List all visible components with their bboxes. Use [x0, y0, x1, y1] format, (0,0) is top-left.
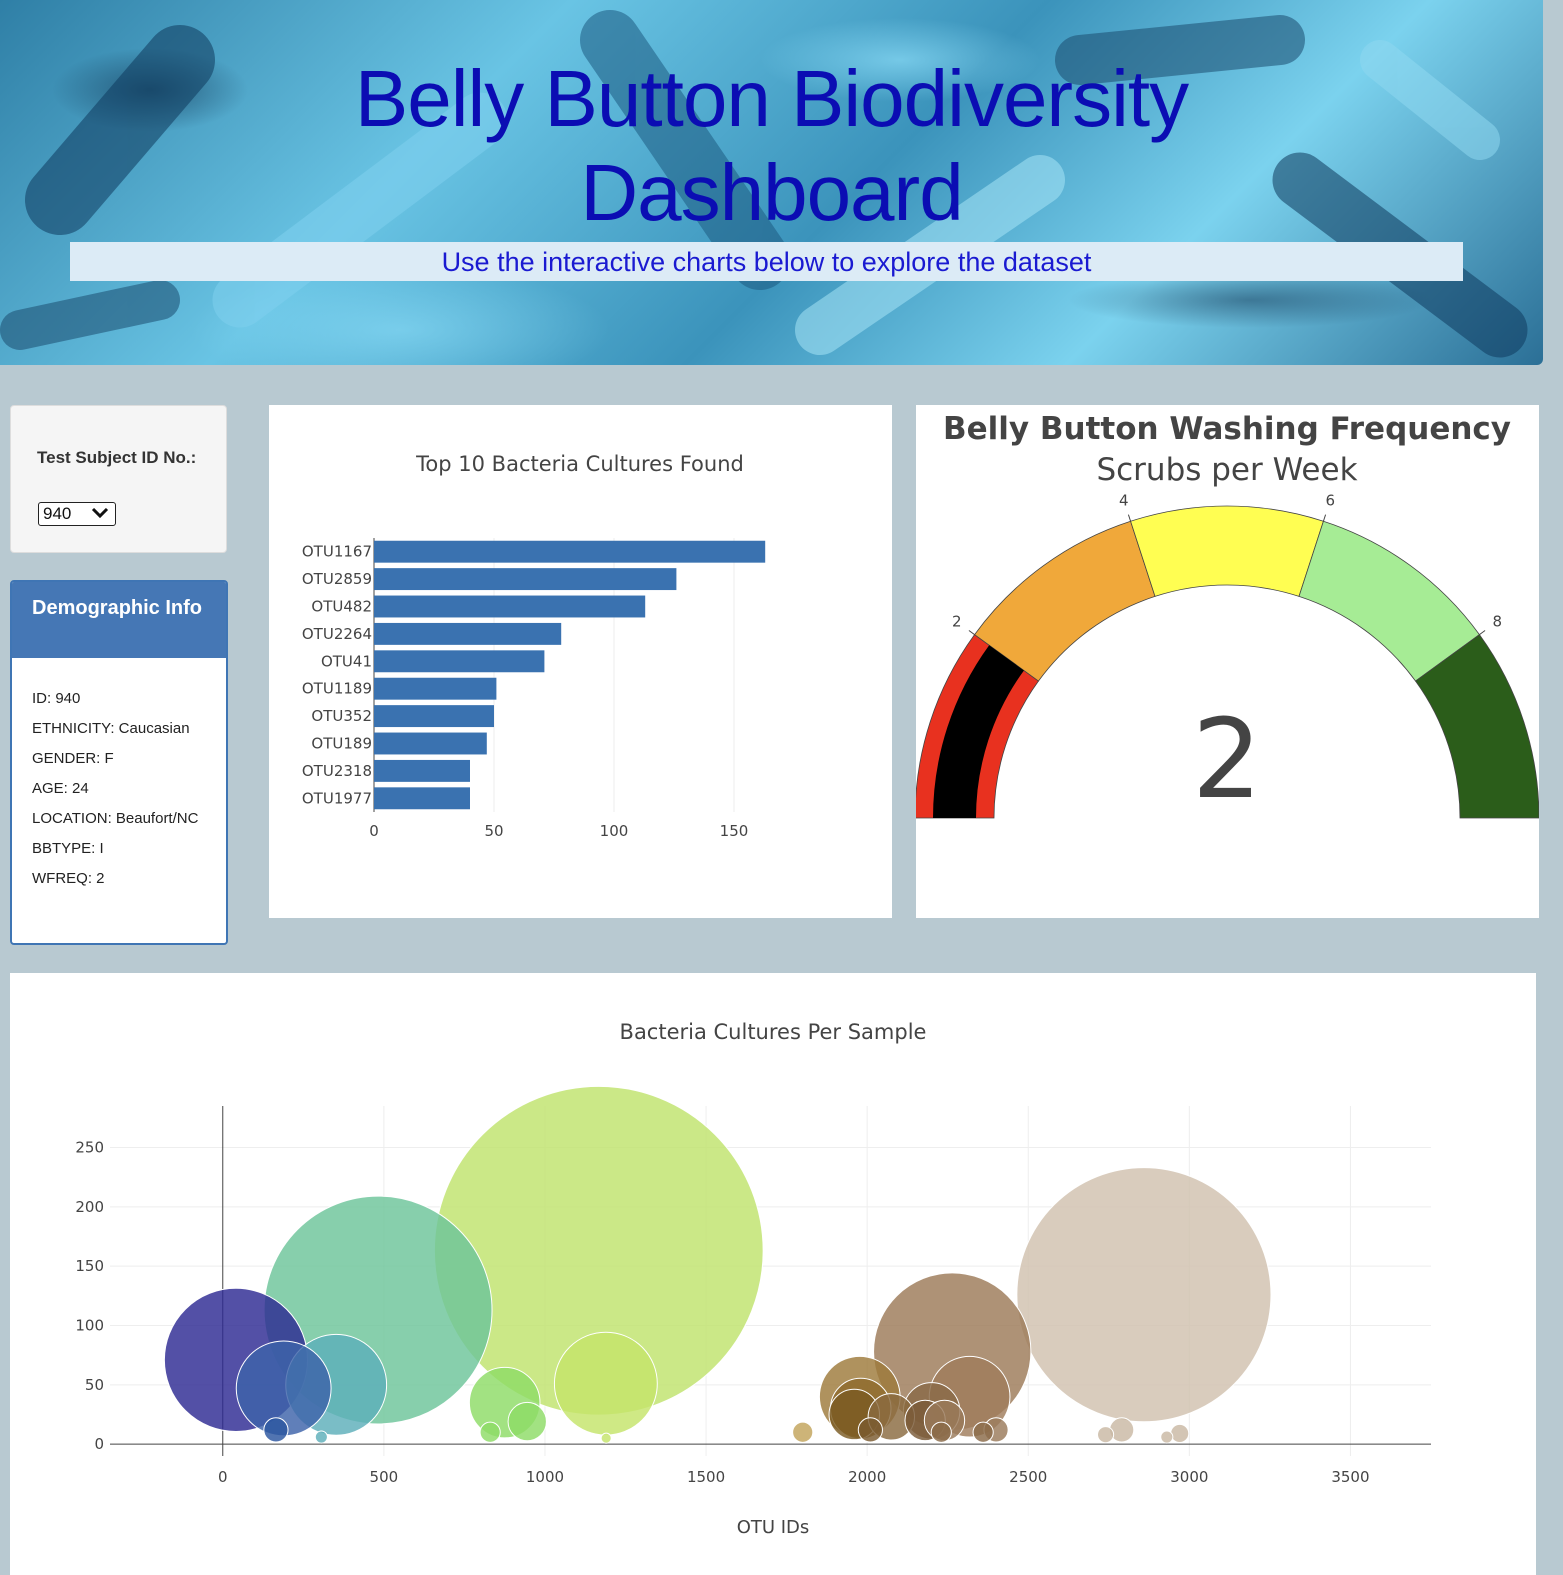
bar-OTU41[interactable]: [374, 650, 545, 673]
bubble-otu-2230[interactable]: [930, 1421, 952, 1443]
bubble-otu-1190[interactable]: [600, 1432, 612, 1444]
bubble-y-tick-label: 200: [75, 1198, 104, 1216]
bubble-y-tick-label: 0: [94, 1435, 104, 1453]
demographic-row-age: AGE: 24: [32, 780, 89, 797]
bar-category-label: OTU482: [311, 598, 372, 616]
bubble-otu-945[interactable]: [507, 1401, 547, 1442]
bubble-otu-1189[interactable]: [553, 1331, 658, 1436]
bar-OTU1167[interactable]: [374, 540, 766, 563]
gauge-tick-label: 4: [1119, 491, 1129, 509]
demographic-info-panel: Demographic Info ID: 940 ETHNICITY: Cauc…: [10, 580, 228, 945]
bubble-otu-1800[interactable]: [792, 1421, 814, 1443]
subject-id-select[interactable]: 940: [38, 502, 116, 526]
demographic-row-gender: GENDER: F: [32, 750, 114, 767]
bubble-y-tick-label: 50: [85, 1376, 104, 1394]
wash-frequency-gauge: Belly Button Washing Frequency Scrubs per…: [916, 411, 1539, 823]
bubble-x-tick-label: 500: [370, 1468, 399, 1486]
gauge-tick-label: 8: [1492, 613, 1502, 631]
subject-id-selected-value: 940: [43, 504, 72, 523]
bar-OTU352[interactable]: [374, 705, 494, 728]
top10-bar-chart: Top 10 Bacteria Cultures Found 0 50 100 150 O…: [302, 452, 766, 840]
subject-selector-panel: Test Subject ID No.: 940: [10, 405, 227, 553]
header-banner: Belly Button Biodiversity Dashboard Use …: [0, 0, 1543, 365]
bubble-otu-2859[interactable]: [1016, 1167, 1272, 1423]
demographic-row-id: ID: 940: [32, 690, 81, 707]
demographic-info-title: Demographic Info: [12, 582, 226, 658]
page-title-line-1: Belly Button Biodiversity: [354, 54, 1189, 143]
bubble-x-tick-label: 1000: [526, 1468, 564, 1486]
bubble-x-tick-label: 1500: [687, 1468, 725, 1486]
demographic-row-bbtype: BBTYPE: I: [32, 840, 104, 857]
gauge-tick: [1127, 514, 1132, 522]
bubble-otu-2740[interactable]: [1097, 1426, 1115, 1444]
bubble-chart-title: Bacteria Cultures Per Sample: [620, 1020, 927, 1044]
page-subtitle: Use the interactive charts below to expl…: [70, 242, 1463, 281]
gauge-tick-label: 6: [1325, 491, 1335, 509]
bar-category-label: OTU352: [311, 707, 372, 725]
bar-x-tick-label: 50: [484, 822, 503, 840]
gauge-band-4: [1414, 634, 1539, 819]
bar-category-label: OTU1189: [302, 680, 372, 698]
bubble-x-tick-label: 0: [218, 1468, 228, 1486]
bubble-otu-2010[interactable]: [857, 1417, 883, 1443]
bar-category-label: OTU1167: [302, 543, 372, 561]
bar-x-tick-label: 100: [600, 822, 629, 840]
gauge-tick: [968, 630, 975, 636]
bubble-chart-card: Bacteria Cultures Per Sample 0 500 1000 1500…: [10, 973, 1536, 1575]
bubble-otu-2360[interactable]: [972, 1421, 994, 1443]
bubble-otu-165[interactable]: [263, 1417, 289, 1443]
bar-OTU1189[interactable]: [374, 677, 497, 700]
bar-x-tick-label: 150: [720, 822, 749, 840]
bar-OTU189[interactable]: [374, 732, 487, 755]
chevron-down-icon: [91, 507, 109, 519]
bar-x-tick-label: 0: [369, 822, 379, 840]
bar-OTU2264[interactable]: [374, 622, 562, 645]
bubble-x-axis-label: OTU IDs: [737, 1517, 810, 1538]
gauge-value-number: 2: [1192, 695, 1262, 823]
wash-frequency-gauge-card: Belly Button Washing Frequency Scrubs per…: [916, 405, 1539, 918]
subject-selector-label: Test Subject ID No.:: [37, 448, 197, 467]
bar-category-label: OTU2859: [302, 570, 372, 588]
gauge-subtitle: Scrubs per Week: [1096, 452, 1357, 488]
bubble-otu-830[interactable]: [479, 1421, 501, 1443]
bubble-otu-2930[interactable]: [1160, 1430, 1174, 1444]
bar-OTU1977[interactable]: [374, 787, 470, 810]
bubble-x-tick-label: 3500: [1331, 1468, 1369, 1486]
bubble-x-tick-label: 2000: [848, 1468, 886, 1486]
bar-category-label: OTU1977: [302, 789, 372, 807]
demographic-row-ethnicity: ETHNICITY: Caucasian: [32, 720, 190, 737]
bar-category-label: OTU189: [311, 735, 372, 753]
bubble-y-tick-label: 150: [75, 1257, 104, 1275]
page-title-line-2: Dashboard: [580, 148, 963, 237]
demographic-row-wfreq: WFREQ: 2: [32, 870, 105, 887]
page-title: Belly Button Biodiversity Dashboard: [0, 52, 1543, 240]
bar-OTU2859[interactable]: [374, 568, 677, 591]
bar-category-label: OTU2318: [302, 762, 372, 780]
top10-bar-chart-card: Top 10 Bacteria Cultures Found 0 50 100 150 O…: [269, 405, 892, 918]
demographic-row-location: LOCATION: Beaufort/NC: [32, 810, 199, 827]
gauge-tick: [1479, 630, 1486, 636]
gauge-tick: [1322, 514, 1327, 522]
gauge-value-bar: [933, 645, 1024, 818]
bar-category-label: OTU2264: [302, 625, 372, 643]
bubble-y-tick-label: 250: [75, 1139, 104, 1157]
bubble-otu-2970[interactable]: [1170, 1423, 1190, 1444]
bar-OTU482[interactable]: [374, 595, 646, 618]
gauge-title: Belly Button Washing Frequency: [943, 411, 1511, 447]
bubble-x-tick-label: 2500: [1009, 1468, 1047, 1486]
demographic-info-body: ID: 940 ETHNICITY: Caucasian GENDER: F A…: [12, 658, 226, 888]
gauge-tick-label: 2: [952, 613, 962, 631]
bubble-otu-306[interactable]: [314, 1430, 328, 1444]
bar-category-label: OTU41: [321, 652, 372, 670]
bar-OTU2318[interactable]: [374, 759, 470, 782]
gauge-band-2: [1130, 505, 1324, 597]
bubble-y-tick-label: 100: [75, 1316, 104, 1334]
bubble-x-tick-label: 3000: [1170, 1468, 1208, 1486]
bar-chart-title: Top 10 Bacteria Cultures Found: [415, 452, 744, 476]
